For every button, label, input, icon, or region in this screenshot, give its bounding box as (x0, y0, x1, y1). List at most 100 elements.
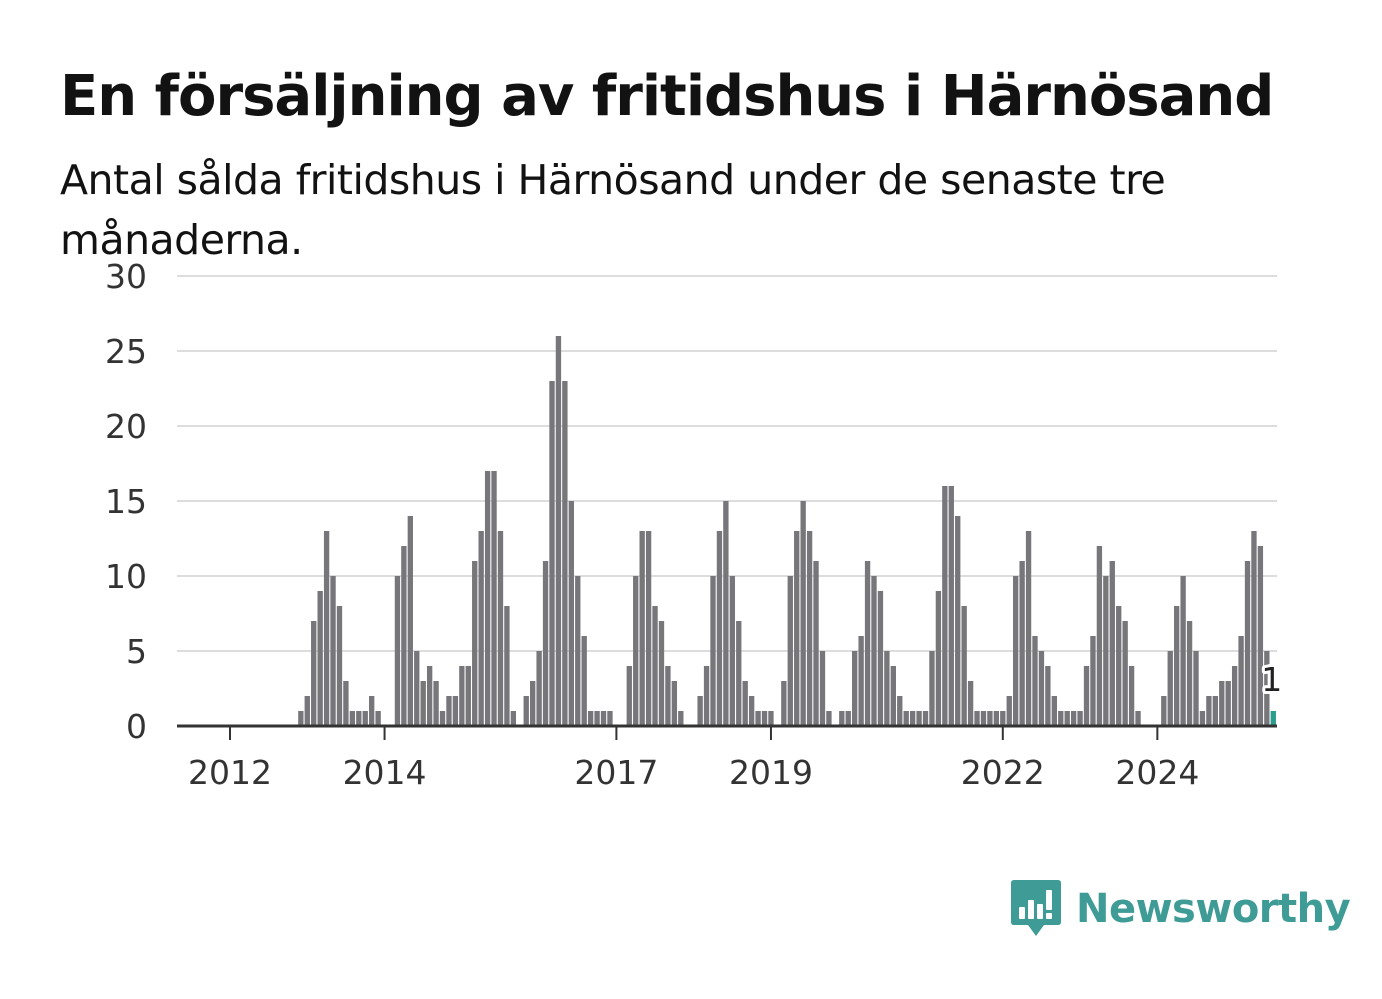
bar (1212, 696, 1218, 726)
bar (1244, 561, 1251, 726)
bar (1006, 696, 1012, 726)
x-axis-ticks: 2012 2014 2017 2019 2022 2024 (188, 726, 1199, 792)
bar (871, 576, 877, 726)
bar (909, 711, 916, 726)
bars (298, 336, 1276, 726)
bar (1083, 666, 1090, 726)
bar (356, 711, 362, 726)
bar (703, 666, 710, 726)
bar (394, 576, 401, 726)
bar (497, 531, 504, 726)
bar (504, 606, 510, 726)
bar (420, 681, 426, 726)
bar (1193, 651, 1199, 726)
bar (929, 651, 935, 726)
annotations: 1 (1258, 657, 1285, 702)
bar (652, 606, 658, 726)
bar (1161, 696, 1167, 726)
bar (794, 531, 800, 726)
bar (916, 711, 922, 726)
bar (819, 651, 826, 726)
bar (864, 561, 871, 726)
bar (742, 681, 748, 726)
bar (491, 471, 497, 726)
bar (800, 501, 806, 726)
bar (439, 711, 446, 726)
y-tick-label: 15 (105, 482, 147, 521)
y-tick-label: 20 (105, 407, 147, 446)
bar (317, 591, 323, 726)
bar (858, 636, 864, 726)
bar (1180, 576, 1186, 726)
bar (407, 516, 413, 726)
bar (1025, 531, 1032, 726)
bar (697, 696, 703, 726)
bar (974, 711, 980, 726)
bar (626, 666, 632, 726)
bar (401, 546, 407, 726)
bar (761, 711, 768, 726)
bar (658, 621, 665, 726)
bar (542, 561, 549, 726)
bar (1251, 531, 1257, 726)
bar-highlight (1270, 711, 1276, 726)
bar (839, 711, 845, 726)
bar (1058, 711, 1064, 726)
bar (1051, 696, 1057, 726)
x-tick-label: 2014 (343, 753, 427, 792)
bar (852, 651, 858, 726)
bar (665, 666, 671, 726)
x-tick-label: 2019 (729, 753, 813, 792)
bar (935, 591, 942, 726)
bar (304, 696, 310, 726)
bar (645, 531, 652, 726)
bar (600, 711, 607, 726)
bar (536, 651, 542, 726)
bar (942, 486, 948, 726)
bar (587, 711, 594, 726)
bar (1096, 546, 1103, 726)
bar (806, 531, 813, 726)
bar (575, 576, 581, 726)
bar (465, 666, 471, 726)
bar (1219, 681, 1225, 726)
bar (426, 666, 433, 726)
bar (336, 606, 343, 726)
y-tick-label: 25 (105, 332, 147, 371)
bar (678, 711, 684, 726)
bar (375, 711, 381, 726)
bar (633, 576, 639, 726)
bar (446, 696, 452, 726)
bar (1064, 711, 1070, 726)
bar (639, 531, 645, 726)
bar (787, 576, 793, 726)
bar (330, 576, 336, 726)
bar (1199, 711, 1206, 726)
bar (716, 531, 723, 726)
bar (594, 711, 600, 726)
bar (530, 681, 536, 726)
bar (1257, 546, 1264, 726)
bar (549, 381, 555, 726)
bar (523, 696, 529, 726)
bar (311, 621, 317, 726)
bar (755, 711, 761, 726)
bar (1186, 621, 1193, 726)
chart-title: En försäljning av fritidshus i Härnösand (60, 64, 1274, 129)
bar (922, 711, 929, 726)
y-tick-label: 5 (126, 632, 147, 671)
bar (1122, 621, 1128, 726)
x-tick-label: 2024 (1115, 753, 1199, 792)
bar (323, 531, 330, 726)
bar (562, 381, 568, 726)
bar (581, 636, 587, 726)
bar (1128, 666, 1135, 726)
brand-name: Newsworthy (1076, 886, 1351, 932)
bar (987, 711, 993, 726)
brand-logo: Newsworthy (1010, 878, 1351, 940)
bar (1070, 711, 1077, 726)
bar (1206, 696, 1212, 726)
bar (710, 576, 716, 726)
bar (369, 696, 375, 726)
